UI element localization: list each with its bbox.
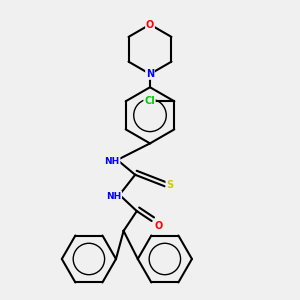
Text: O: O: [146, 20, 154, 29]
Text: S: S: [166, 180, 173, 190]
Text: O: O: [155, 221, 163, 231]
Text: NH: NH: [106, 192, 121, 201]
Text: Cl: Cl: [144, 96, 155, 106]
Text: N: N: [146, 69, 154, 79]
Text: NH: NH: [104, 157, 120, 166]
